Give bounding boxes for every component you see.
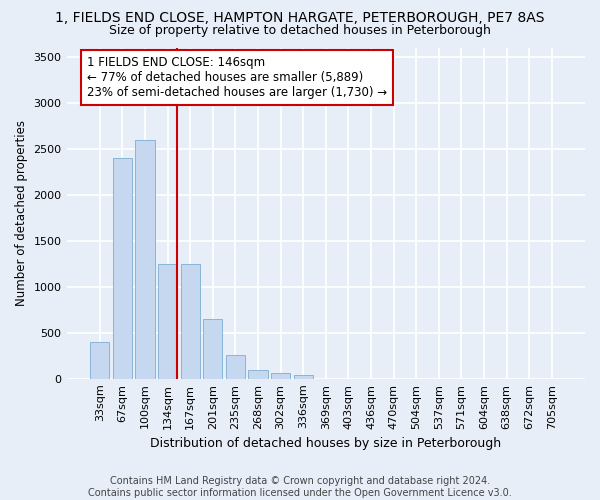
- Bar: [271, 374, 290, 379]
- Bar: [226, 355, 245, 379]
- Bar: [181, 264, 200, 379]
- Text: 1, FIELDS END CLOSE, HAMPTON HARGATE, PETERBOROUGH, PE7 8AS: 1, FIELDS END CLOSE, HAMPTON HARGATE, PE…: [55, 11, 545, 25]
- Bar: [113, 158, 132, 379]
- Y-axis label: Number of detached properties: Number of detached properties: [15, 120, 28, 306]
- Bar: [203, 319, 223, 379]
- Bar: [248, 370, 268, 379]
- Text: Size of property relative to detached houses in Peterborough: Size of property relative to detached ho…: [109, 24, 491, 37]
- Text: Contains HM Land Registry data © Crown copyright and database right 2024.
Contai: Contains HM Land Registry data © Crown c…: [88, 476, 512, 498]
- Bar: [158, 264, 177, 379]
- Text: 1 FIELDS END CLOSE: 146sqm
← 77% of detached houses are smaller (5,889)
23% of s: 1 FIELDS END CLOSE: 146sqm ← 77% of deta…: [87, 56, 388, 99]
- Bar: [90, 342, 109, 379]
- Bar: [293, 375, 313, 379]
- Bar: [136, 140, 155, 379]
- X-axis label: Distribution of detached houses by size in Peterborough: Distribution of detached houses by size …: [150, 437, 502, 450]
